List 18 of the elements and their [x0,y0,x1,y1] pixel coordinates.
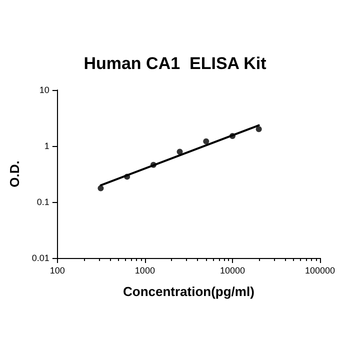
x-tick-label: 100000 [304,266,336,276]
point [229,132,236,139]
y-axis-title: O.D. [7,160,22,188]
x-axis-title: Concentration(pg/ml) [122,284,254,299]
point [176,148,183,155]
point [203,138,210,144]
y-tick-label: 1 [44,141,50,151]
y-tick-label: 0.01 [32,253,50,263]
point [98,185,104,192]
point [150,162,156,168]
x-tick-label: 100 [50,266,65,276]
y-tick-label: 0.1 [36,197,50,207]
point [256,126,262,132]
chart-title: Human CA1 ELISA Kit [84,54,267,73]
x-tick-label: 10000 [220,266,245,276]
x-tick-label: 1000 [134,266,155,276]
point [124,174,130,180]
y-tick-label: 10 [39,85,50,95]
